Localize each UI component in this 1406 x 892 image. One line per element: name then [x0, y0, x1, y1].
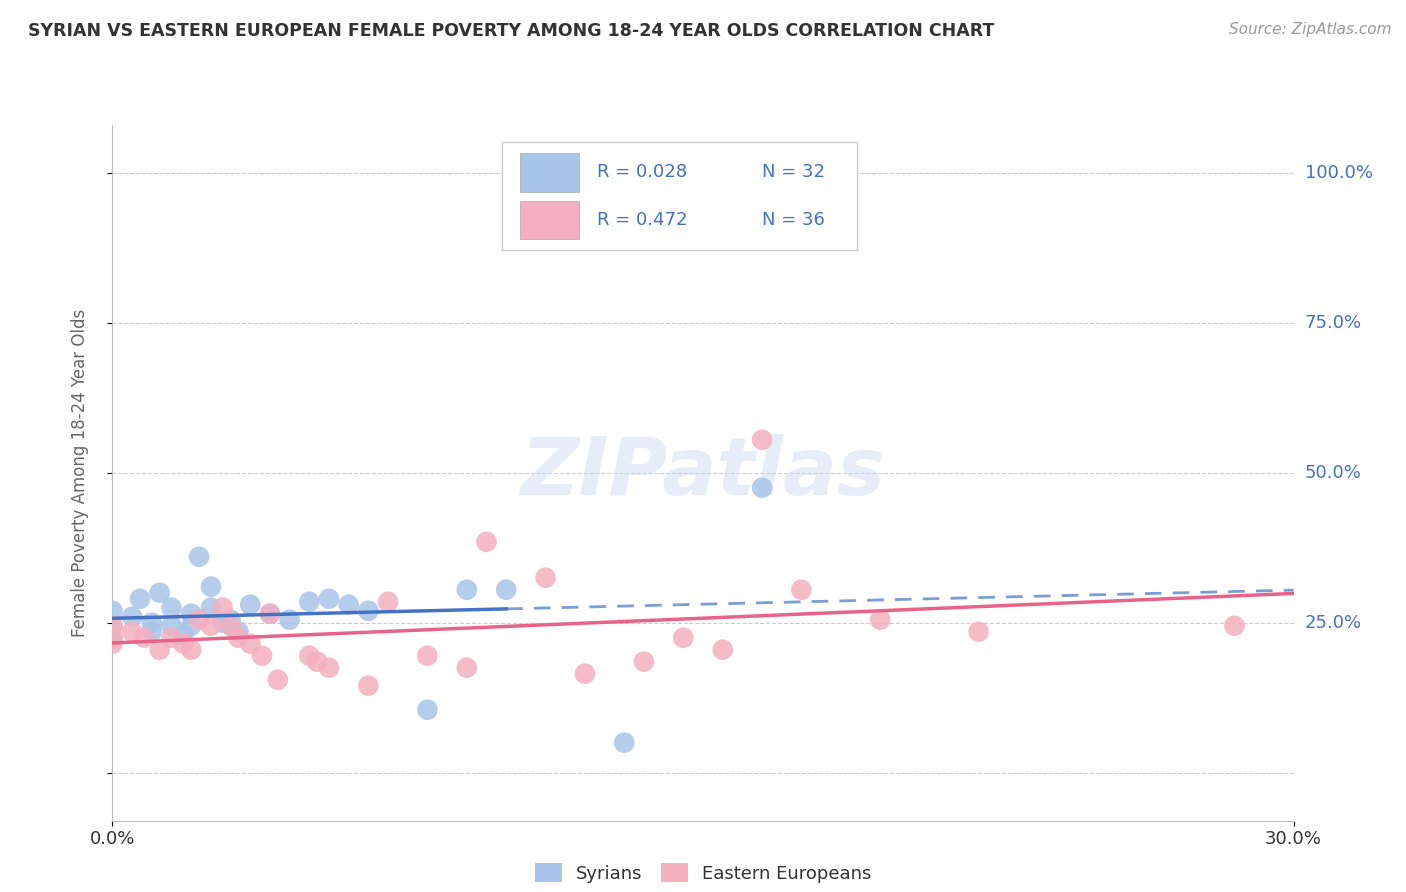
- Text: 50.0%: 50.0%: [1305, 464, 1361, 482]
- Point: [318, 661, 340, 675]
- FancyBboxPatch shape: [520, 201, 579, 239]
- Point: [101, 631, 124, 645]
- Point: [132, 631, 155, 645]
- Point: [298, 648, 321, 663]
- Point: [357, 604, 380, 618]
- Point: [121, 624, 143, 639]
- Point: [307, 655, 329, 669]
- Point: [239, 637, 262, 651]
- Point: [751, 433, 773, 447]
- Text: ZIPatlas: ZIPatlas: [520, 434, 886, 512]
- Point: [129, 591, 152, 606]
- Point: [298, 595, 321, 609]
- Point: [259, 607, 281, 621]
- Point: [869, 613, 891, 627]
- Text: R = 0.028: R = 0.028: [596, 163, 688, 181]
- Point: [141, 615, 163, 630]
- Point: [1223, 618, 1246, 632]
- Point: [160, 600, 183, 615]
- Point: [200, 580, 222, 594]
- Point: [337, 598, 360, 612]
- Point: [200, 618, 222, 632]
- Point: [172, 628, 194, 642]
- Y-axis label: Female Poverty Among 18-24 Year Olds: Female Poverty Among 18-24 Year Olds: [70, 309, 89, 637]
- Point: [200, 600, 222, 615]
- Point: [534, 571, 557, 585]
- Point: [101, 631, 124, 645]
- Text: 75.0%: 75.0%: [1305, 314, 1362, 332]
- Point: [456, 661, 478, 675]
- Point: [495, 582, 517, 597]
- Point: [475, 534, 498, 549]
- Point: [250, 648, 273, 663]
- Point: [101, 618, 124, 632]
- FancyBboxPatch shape: [520, 153, 579, 192]
- Point: [613, 736, 636, 750]
- Point: [101, 637, 124, 651]
- Point: [318, 591, 340, 606]
- Point: [121, 609, 143, 624]
- FancyBboxPatch shape: [502, 142, 856, 250]
- Point: [160, 631, 183, 645]
- Point: [377, 595, 399, 609]
- Point: [278, 613, 301, 627]
- Point: [357, 679, 380, 693]
- Text: N = 32: N = 32: [762, 163, 825, 181]
- Point: [211, 600, 233, 615]
- Point: [259, 607, 281, 621]
- Point: [967, 624, 990, 639]
- Point: [101, 618, 124, 632]
- Point: [219, 618, 242, 632]
- Point: [172, 637, 194, 651]
- Point: [188, 613, 211, 627]
- Point: [228, 624, 250, 639]
- Point: [188, 549, 211, 564]
- Text: R = 0.472: R = 0.472: [596, 211, 688, 229]
- Point: [180, 642, 202, 657]
- Text: SYRIAN VS EASTERN EUROPEAN FEMALE POVERTY AMONG 18-24 YEAR OLDS CORRELATION CHAR: SYRIAN VS EASTERN EUROPEAN FEMALE POVERT…: [28, 22, 994, 40]
- Point: [672, 631, 695, 645]
- Point: [790, 582, 813, 597]
- Point: [456, 582, 478, 597]
- Point: [267, 673, 290, 687]
- Point: [149, 585, 172, 599]
- Point: [416, 703, 439, 717]
- Point: [574, 666, 596, 681]
- Point: [160, 618, 183, 632]
- Point: [141, 624, 163, 639]
- Point: [180, 607, 202, 621]
- Text: N = 36: N = 36: [762, 211, 825, 229]
- Point: [239, 598, 262, 612]
- Point: [219, 618, 242, 632]
- Text: 25.0%: 25.0%: [1305, 614, 1362, 632]
- Point: [101, 604, 124, 618]
- Point: [711, 642, 734, 657]
- Point: [149, 642, 172, 657]
- Legend: Syrians, Eastern Europeans: Syrians, Eastern Europeans: [526, 855, 880, 892]
- Point: [228, 631, 250, 645]
- Point: [416, 648, 439, 663]
- Point: [211, 615, 233, 630]
- Point: [180, 618, 202, 632]
- Point: [219, 613, 242, 627]
- Point: [633, 655, 655, 669]
- Point: [751, 481, 773, 495]
- Text: Source: ZipAtlas.com: Source: ZipAtlas.com: [1229, 22, 1392, 37]
- Text: 100.0%: 100.0%: [1305, 164, 1372, 182]
